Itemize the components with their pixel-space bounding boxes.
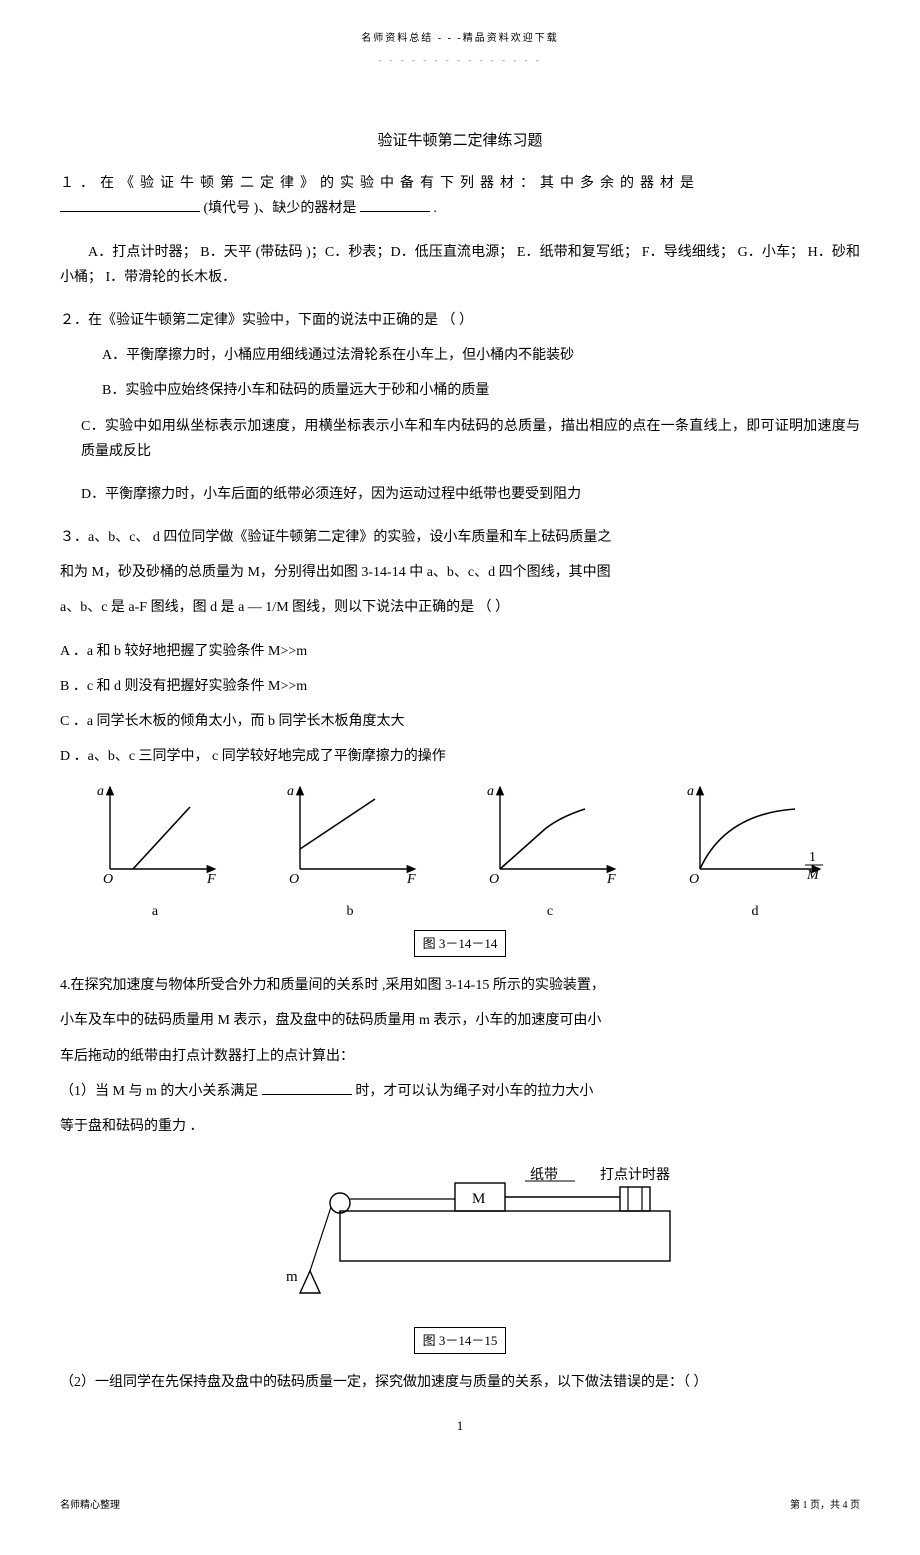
experiment-diagram: m M 纸带 打点计时器 bbox=[230, 1151, 690, 1321]
q2-b: B．实验中应始终保持小车和砝码的质量远大于砂和小桶的质量 bbox=[60, 378, 860, 403]
q4-line2: 小车及车中的砝码质量用 M 表示，盘及盘中的砝码质量用 m 表示，小车的加速度可… bbox=[60, 1008, 860, 1033]
diagram-caption: 图 3－14－15 bbox=[414, 1327, 507, 1354]
q2-c: C．实验中如用纵坐标表示加速度，用横坐标表示小车和车内砝码的总质量，描出相应的点… bbox=[60, 414, 860, 464]
diagram-timer-label: 打点计时器 bbox=[600, 1166, 670, 1183]
svg-text:O: O bbox=[689, 872, 699, 887]
q1-options: A．打点计时器； B．天平 (带砝码 )；C．秒表；D．低压直流电源； E．纸带… bbox=[60, 240, 860, 290]
page-title: 验证牛顿第二定律练习题 bbox=[60, 128, 860, 155]
graph-d: a 1 M O d bbox=[675, 779, 835, 923]
graph-b-xlabel: F bbox=[406, 872, 416, 887]
graph-c: a F O c bbox=[475, 779, 625, 923]
graph-a-ylabel: a bbox=[97, 784, 104, 799]
graph-d-svg: a 1 M O bbox=[675, 779, 835, 889]
footer-left: 名师精心整理 bbox=[60, 1497, 120, 1515]
q1-stem: １．在《验证牛顿第二定律》的实验中备有下列器材：其中多余的器材是 (填代号 )、… bbox=[60, 171, 860, 221]
svg-text:O: O bbox=[289, 872, 299, 887]
q2-d: D．平衡摩擦力时，小车后面的纸带必须连好，因为运动过程中纸带也要受到阻力 bbox=[60, 482, 860, 507]
graph-a-xlabel: F bbox=[206, 872, 216, 887]
graph-d-tag: d bbox=[675, 899, 835, 924]
q1-blank-2 bbox=[360, 198, 430, 212]
q3-d: D ．a、b、c 三同学中， c 同学较好地完成了平衡摩擦力的操作 bbox=[60, 744, 860, 769]
q2-stem: ２．在《验证牛顿第二定律》实验中，下面的说法中正确的是 （ ） bbox=[60, 308, 860, 333]
graph-b-tag: b bbox=[275, 899, 425, 924]
q1-text-a: １．在《验证牛顿第二定律》的实验中备有下列器材：其中多余的器材是 bbox=[60, 176, 700, 191]
q3-line1: ３．a、b、c、 d 四位同学做《验证牛顿第二定律》的实验，设小车质量和车上砝码… bbox=[60, 525, 860, 550]
graph-a: a F O a bbox=[85, 779, 225, 923]
q4-line3: 车后拖动的纸带由打点计数器打上的点计算出： bbox=[60, 1044, 860, 1069]
footer-right: 第 1 页，共 4 页 bbox=[790, 1497, 860, 1515]
q4-sub1-blank bbox=[262, 1081, 352, 1095]
q1-blank-1 bbox=[60, 198, 200, 212]
graphs-row: a F O a a F O b bbox=[60, 779, 860, 923]
svg-text:O: O bbox=[489, 872, 499, 887]
header-small-text: 名师资料总结 - - -精品资料欢迎下载 bbox=[60, 30, 860, 48]
q4-line1: 4.在探究加速度与物体所受合外力和质量间的关系时 ,采用如图 3-14-15 所… bbox=[60, 973, 860, 998]
graph-d-xlabel-den: M bbox=[806, 868, 820, 883]
svg-text:O: O bbox=[103, 872, 113, 887]
q3-line2: 和为 M，砂及砂桶的总质量为 M，分别得出如图 3-14-14 中 a、b、c、… bbox=[60, 560, 860, 585]
footer: 名师精心整理 第 1 页，共 4 页 bbox=[60, 1497, 860, 1515]
q3-b: B ．c 和 d 则没有把握好实验条件 M>>m bbox=[60, 674, 860, 699]
graph-c-xlabel: F bbox=[606, 872, 616, 887]
q4-sub1-c: 等于盘和砝码的重力 ． bbox=[60, 1114, 860, 1139]
graphs-caption: 图 3－14－14 bbox=[414, 930, 507, 957]
q1-text-b: (填代号 )、缺少的器材是 bbox=[204, 201, 357, 216]
q3-c: C ．a 同学长木板的倾角太小，而 b 同学长木板角度太大 bbox=[60, 709, 860, 734]
graph-c-svg: a F O bbox=[475, 779, 625, 889]
graph-b-svg: a F O bbox=[275, 779, 425, 889]
graph-b: a F O b bbox=[275, 779, 425, 923]
page-number: 1 bbox=[60, 1414, 860, 1437]
q2-a: A．平衡摩擦力时，小桶应用细线通过法滑轮系在小车上，但小桶内不能装砂 bbox=[60, 343, 860, 368]
q4-sub1-a: （1）当 M 与 m 的大小关系满足 bbox=[60, 1084, 262, 1099]
graph-b-ylabel: a bbox=[287, 784, 294, 799]
graph-d-xlabel-num: 1 bbox=[809, 850, 816, 865]
diagram-M-label: M bbox=[472, 1191, 485, 1207]
q3-line3: a、b、c 是 a-F 图线，图 d 是 a — 1/M 图线，则以下说法中正确… bbox=[60, 595, 860, 620]
graph-c-tag: c bbox=[475, 899, 625, 924]
q1-text-c: . bbox=[433, 201, 437, 216]
diagram-m-label: m bbox=[286, 1269, 298, 1285]
q3-a: A ．a 和 b 较好地把握了实验条件 M>>m bbox=[60, 639, 860, 664]
graph-c-ylabel: a bbox=[487, 784, 494, 799]
graph-a-tag: a bbox=[85, 899, 225, 924]
q4-sub1-b: 时，才可以认为绳子对小车的拉力大小 bbox=[355, 1084, 593, 1099]
q4-sub1: （1）当 M 与 m 的大小关系满足 时，才可以认为绳子对小车的拉力大小 bbox=[60, 1079, 860, 1104]
header-dashes: - - - - - - - - - - - - - - - bbox=[60, 52, 860, 68]
q4-sub2: （2）一组同学在先保持盘及盘中的砝码质量一定，探究做加速度与质量的关系，以下做法… bbox=[60, 1370, 860, 1395]
graph-a-svg: a F O bbox=[85, 779, 225, 889]
graph-d-ylabel: a bbox=[687, 784, 694, 799]
